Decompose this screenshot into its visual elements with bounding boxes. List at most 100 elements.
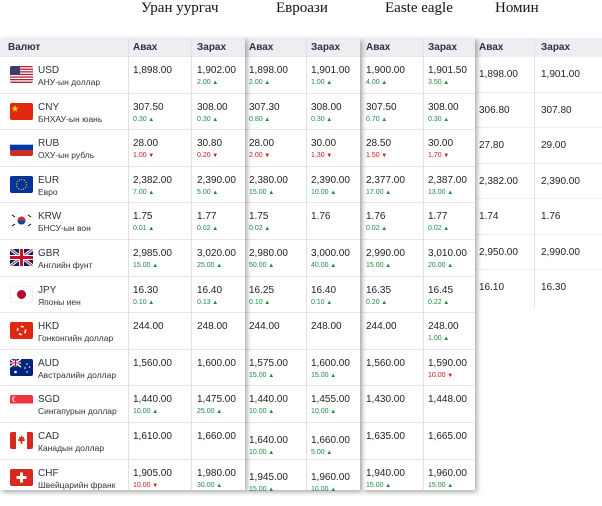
- table-row[interactable]: EUR Евро 2,382.00 2,390.00 7.00 ▲ 5.00 ▲: [0, 165, 245, 203]
- sell-rate: 248.00: [428, 321, 459, 333]
- table-row[interactable]: JPY Японы иен 16.30 16.40 0.10 ▲ 0.13 ▲: [0, 275, 245, 313]
- table-row[interactable]: 28.00 30.00 2.00 ▼ 1.30 ▼: [245, 129, 360, 166]
- table-row[interactable]: 1,560.00 1,590.00 10.00 ▼: [362, 348, 475, 386]
- sell-rate: 2,387.00: [428, 174, 467, 186]
- currency-code: AUD: [38, 357, 60, 369]
- change-value: 0.30: [428, 115, 442, 123]
- change-value: 40.00: [311, 262, 329, 269]
- change-indicator: 2.00 ▼: [249, 152, 270, 159]
- table-row[interactable]: 2,950.00 2,990.00: [474, 233, 602, 270]
- change-indicator: 0.10 ▲: [249, 299, 270, 306]
- change-value: 0.10: [249, 298, 263, 306]
- table-row[interactable]: CAD Канадын доллар 1,610.00 1,660.00: [0, 422, 245, 459]
- table-row[interactable]: 244.00 248.00 1.00 ▲: [362, 312, 475, 349]
- table-row[interactable]: SGD Сингапурын доллар 1,440.00 1,475.00 10.0…: [0, 385, 245, 422]
- sell-rate: 1,590.00: [428, 357, 467, 369]
- change-indicator: 20.00 ▲: [428, 262, 453, 269]
- arrow-up-icon: ▲: [324, 450, 333, 456]
- table-row[interactable]: 244.00 248.00: [245, 312, 360, 349]
- table-row[interactable]: KRW БНСУ-ын вон 1.75 1.77 0.01 ▲ 0.02 ▲: [0, 202, 245, 239]
- table-row[interactable]: CHF Швейцарийн франк 1,905.00 1,980.00 10.00…: [0, 458, 245, 496]
- table-row[interactable]: 306.80 307.80: [474, 91, 602, 128]
- sell-rate: 1,660.00: [197, 431, 236, 442]
- table-row[interactable]: 16.10 16.30: [474, 269, 602, 305]
- table-row[interactable]: 2,990.00 3,010.00 15.00 ▲ 20.00 ▲: [362, 239, 475, 276]
- buy-rate: 28.00: [133, 138, 159, 150]
- table-row[interactable]: 1,898.00 1,901.00 2.00 ▲ 1.00 ▲: [245, 56, 360, 93]
- change-indicator: 40.00 ▲: [311, 262, 336, 269]
- table-row[interactable]: 1,440.00 1,455.00 10.00 ▲ 10.00 ▲: [245, 385, 360, 422]
- change-value: 0.01: [133, 225, 147, 233]
- change-indicator: 10.00 ▲: [133, 408, 158, 415]
- euroasia-panel: Авах Зарах 1,898.00 1,901.00 2.00 ▲ 1.00 ▲ 3…: [245, 38, 360, 493]
- nomin-header: Авах Зарах: [474, 38, 602, 56]
- table-row[interactable]: 307.30 308.00 0.80 ▲ 0.30 ▲: [245, 92, 360, 130]
- buy-rate: 1,560.00: [133, 357, 172, 369]
- buy-rate: 1,440.00: [249, 394, 288, 406]
- change-value: 10.00: [133, 408, 151, 416]
- sell-rate: 308.00: [428, 101, 459, 113]
- change-indicator: 13.00 ▲: [428, 189, 453, 196]
- change-value: 15.00: [366, 481, 384, 489]
- table-row[interactable]: 1.76 1.77 0.02 ▲ 0.02 ▲: [362, 202, 475, 239]
- change-indicator: 0.22 ▲: [428, 299, 449, 306]
- table-row[interactable]: 1,898.00 1,901.00: [474, 56, 602, 92]
- table-row[interactable]: 16.25 16.40 0.10 ▲ 0.10 ▲: [245, 275, 360, 313]
- table-row[interactable]: 1.75 1.76 0.02 ▲: [245, 202, 360, 239]
- sell-rate: 1.77: [428, 211, 448, 223]
- change-value: 10.00: [133, 481, 151, 489]
- buy-rate: 1,575.00: [249, 357, 288, 369]
- change-indicator: 2.00 ▲: [249, 79, 270, 86]
- table-row[interactable]: 1,940.00 1,960.00 15.00 ▲ 15.00 ▲: [362, 458, 475, 496]
- change-indicator: 0.01 ▲: [133, 225, 154, 232]
- table-row[interactable]: 1,430.00 1,448.00: [362, 385, 475, 422]
- arrow-up-icon: ▲: [383, 189, 392, 196]
- table-row[interactable]: 16.35 16.45 0.20 ▲ 0.22 ▲: [362, 275, 475, 313]
- table-row[interactable]: 307.50 308.00 0.70 ▲ 0.30 ▲: [362, 92, 475, 130]
- change-value: 0.02: [366, 225, 380, 233]
- table-row[interactable]: 28.50 30.00 1.50 ▼ 1.70 ▼: [362, 129, 475, 166]
- currency-code: KRW: [38, 211, 62, 223]
- currency-name: Сингапурын доллар: [38, 406, 117, 417]
- table-row[interactable]: USD АНУ-ын доллар 1,898.00 1,902.00 2.00 ▲: [0, 56, 245, 93]
- buy-rate: 2,382.00: [479, 175, 518, 187]
- change-value: 10.00: [428, 371, 446, 379]
- change-indicator: 5.00 ▲: [311, 449, 332, 456]
- table-row[interactable]: 1,900.00 1,901.50 4.00 ▲ 3.50 ▲: [362, 56, 475, 93]
- change-value: 50.00: [249, 262, 267, 269]
- table-row[interactable]: HKD Гонконгийн доллар 244.00 248.00: [0, 312, 245, 349]
- eastern-eagle-panel: Авах Зарах 1,900.00 1,901.50 4.00 ▲ 3.50 ▲ 3…: [362, 38, 475, 490]
- table-row[interactable]: 2,377.00 2,387.00 17.00 ▲ 13.00 ▲: [362, 165, 475, 203]
- table-row[interactable]: CNY БНХАУ-ын юань 307.50 308.00 0.30 ▲ 0.30 ▲: [0, 92, 245, 130]
- table-row[interactable]: 1,945.00 1,960.00 15.00 ▲ 10.00 ▲: [245, 458, 360, 496]
- table-row[interactable]: GBR Английн фунт 2,985.00 3,020.00 15.00 ▲ 25…: [0, 239, 245, 276]
- currency-name: Швейцарийн франк: [38, 479, 116, 490]
- arrow-up-icon: ▲: [383, 482, 392, 489]
- arrow-down-icon: ▼: [150, 482, 159, 489]
- sell-rate: 1,600.00: [311, 357, 350, 369]
- sell-rate: 1,960.00: [311, 471, 350, 483]
- change-indicator: 15.00 ▲: [249, 189, 274, 196]
- buy-rate: 1,635.00: [366, 431, 405, 442]
- buy-rate: 1.75: [133, 211, 153, 223]
- sell-rate: 30.80: [197, 138, 223, 150]
- table-row[interactable]: 1,640.00 1,660.00 10.00 ▲ 5.00 ▲: [245, 422, 360, 459]
- buy-rate: 16.25: [249, 284, 275, 296]
- table-row[interactable]: 2,382.00 2,390.00: [474, 162, 602, 199]
- table-row[interactable]: 2,980.00 3,000.00 50.00 ▲ 40.00 ▲: [245, 239, 360, 276]
- table-row[interactable]: 27.80 29.00: [474, 127, 602, 163]
- sell-rate: 308.00: [197, 101, 228, 113]
- table-row[interactable]: 2,380.00 2,390.00 15.00 ▲ 10.00 ▲: [245, 165, 360, 203]
- buy-rate: 2,380.00: [249, 174, 288, 186]
- table-row[interactable]: 1.74 1.76: [474, 198, 602, 234]
- euroasia-header: Авах Зарах: [245, 38, 360, 56]
- table-row[interactable]: AUD Австралийн доллар 1,560.00 1,600.00: [0, 348, 245, 386]
- table-row[interactable]: 1,575.00 1,600.00 15.00 ▲ 15.00 ▲: [245, 348, 360, 386]
- change-value: 15.00: [249, 371, 267, 379]
- sell-rate: 3,020.00: [197, 248, 236, 259]
- table-row[interactable]: RUB ОХУ-ын рубль 28.00 30.80 1.00 ▼ 0.20 ▼: [0, 129, 245, 166]
- buy-rate: 1,940.00: [366, 467, 405, 479]
- arrow-up-icon: ▲: [441, 226, 450, 233]
- change-value: 5.00: [311, 449, 325, 456]
- table-row[interactable]: 1,635.00 1,665.00: [362, 422, 475, 459]
